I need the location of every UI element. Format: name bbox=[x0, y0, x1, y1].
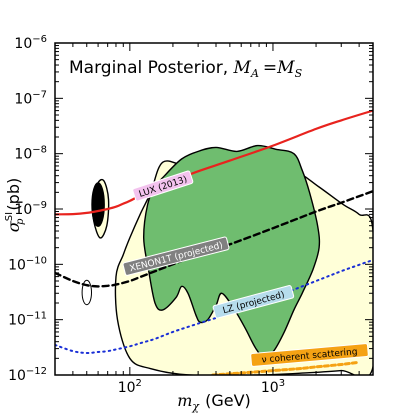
y-tick-label: 10−11 bbox=[8, 311, 47, 329]
y-tick-label: 10−8 bbox=[14, 145, 47, 163]
y-tick-label: 10−6 bbox=[14, 34, 47, 52]
series-xenon1t-projected bbox=[55, 190, 373, 288]
y-axis-label: σSIp(pb) bbox=[4, 178, 26, 232]
small-contour-0 bbox=[91, 182, 105, 228]
label-box-xenon1t-projected bbox=[122, 236, 230, 276]
x-tick-label: 102 bbox=[118, 378, 142, 396]
x-tick-label: 103 bbox=[261, 378, 285, 396]
x-axis-label: mχ (GeV) bbox=[177, 391, 251, 413]
y-axis-label-text: σSIp(pb) bbox=[4, 178, 26, 232]
label-box-lz-projected bbox=[212, 285, 295, 319]
chart-title-text: Marginal Posterior, MA =MS bbox=[69, 58, 303, 80]
regions-layer bbox=[81, 144, 373, 375]
label-box-lux-2013 bbox=[132, 170, 194, 202]
small-contour-1 bbox=[81, 279, 93, 306]
chart-title: Marginal Posterior, MA =MS bbox=[69, 58, 303, 80]
x-axis-label-text: mχ (GeV) bbox=[177, 391, 251, 413]
series-lz-projected bbox=[55, 259, 373, 355]
ticks-layer: 102 103 10−12 10−11 10−10 10−9 10−8 10−7 10−6 bbox=[8, 34, 374, 396]
y-tick-label: 10−10 bbox=[8, 255, 47, 273]
y-tick-label: 10−9 bbox=[14, 200, 47, 218]
series-coherent-scattering bbox=[211, 360, 361, 375]
label-box-coherent-scattering bbox=[250, 343, 369, 367]
y-tick-label: 10−7 bbox=[14, 89, 47, 107]
y-tick-label: 10−12 bbox=[8, 366, 47, 384]
